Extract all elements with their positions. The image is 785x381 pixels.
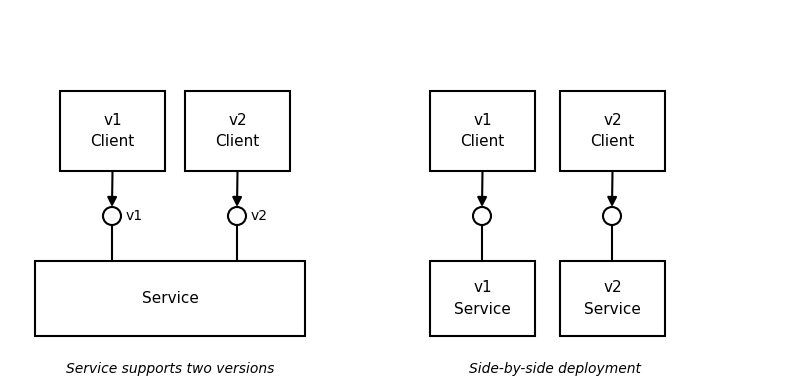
- Bar: [560, 261, 665, 336]
- Circle shape: [103, 207, 121, 225]
- Bar: [430, 91, 535, 171]
- Circle shape: [473, 207, 491, 225]
- Text: Service: Service: [141, 291, 199, 306]
- Text: v1
Client: v1 Client: [460, 113, 505, 149]
- Bar: [60, 91, 165, 171]
- Bar: [35, 261, 305, 336]
- Bar: [560, 91, 665, 171]
- Text: Service supports two versions: Service supports two versions: [66, 362, 274, 376]
- Text: v1
Client: v1 Client: [90, 113, 134, 149]
- Text: Side-by-side deployment: Side-by-side deployment: [469, 362, 641, 376]
- Text: v2
Client: v2 Client: [590, 113, 634, 149]
- Text: v1
Service: v1 Service: [454, 280, 511, 317]
- Text: v1: v1: [126, 209, 143, 223]
- Text: v2: v2: [251, 209, 268, 223]
- Circle shape: [603, 207, 621, 225]
- Text: v2
Client: v2 Client: [215, 113, 260, 149]
- Text: v2
Service: v2 Service: [584, 280, 641, 317]
- Circle shape: [228, 207, 246, 225]
- Bar: [185, 91, 290, 171]
- Bar: [430, 261, 535, 336]
